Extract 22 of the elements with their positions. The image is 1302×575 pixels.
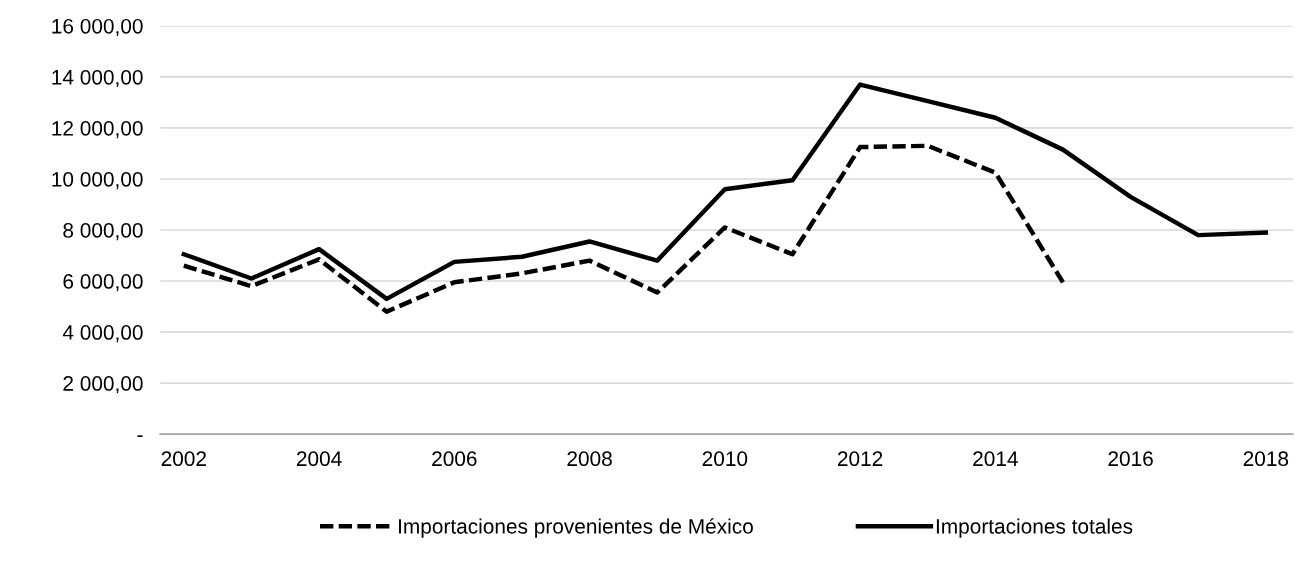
y-tick-label: 12 000,00 <box>52 120 143 139</box>
y-tick-label: 14 000,00 <box>52 69 143 88</box>
y-tick-label: 4 000,00 <box>62 325 143 343</box>
x-tick-label: 2018 <box>1243 451 1289 467</box>
x-tick-label: 2016 <box>1108 451 1153 467</box>
x-tick-label: 2002 <box>161 451 206 467</box>
x-tick-label: 2006 <box>432 451 477 467</box>
x-tick-label: 2004 <box>296 451 342 467</box>
line-series <box>181 82 1269 302</box>
y-tick-label: 16 000,00 <box>52 18 143 37</box>
legend-label: Importaciones provenientes de México <box>399 518 753 538</box>
y-tick-label: 8 000,00 <box>63 223 143 241</box>
x-tick-label: 2008 <box>567 451 612 467</box>
y-tick-label: 10 000,00 <box>52 171 143 190</box>
y-tick-label: 2 000,00 <box>63 376 143 394</box>
x-tick-label: 2014 <box>973 451 1018 467</box>
y-tick-label: - <box>137 435 143 437</box>
y-tick-label: 6 000,00 <box>63 274 143 292</box>
legend-label: Importaciones totales <box>936 518 1133 538</box>
x-tick-label: 2010 <box>702 451 748 467</box>
line-series <box>181 143 1066 314</box>
x-tick-label: 2012 <box>837 451 883 467</box>
